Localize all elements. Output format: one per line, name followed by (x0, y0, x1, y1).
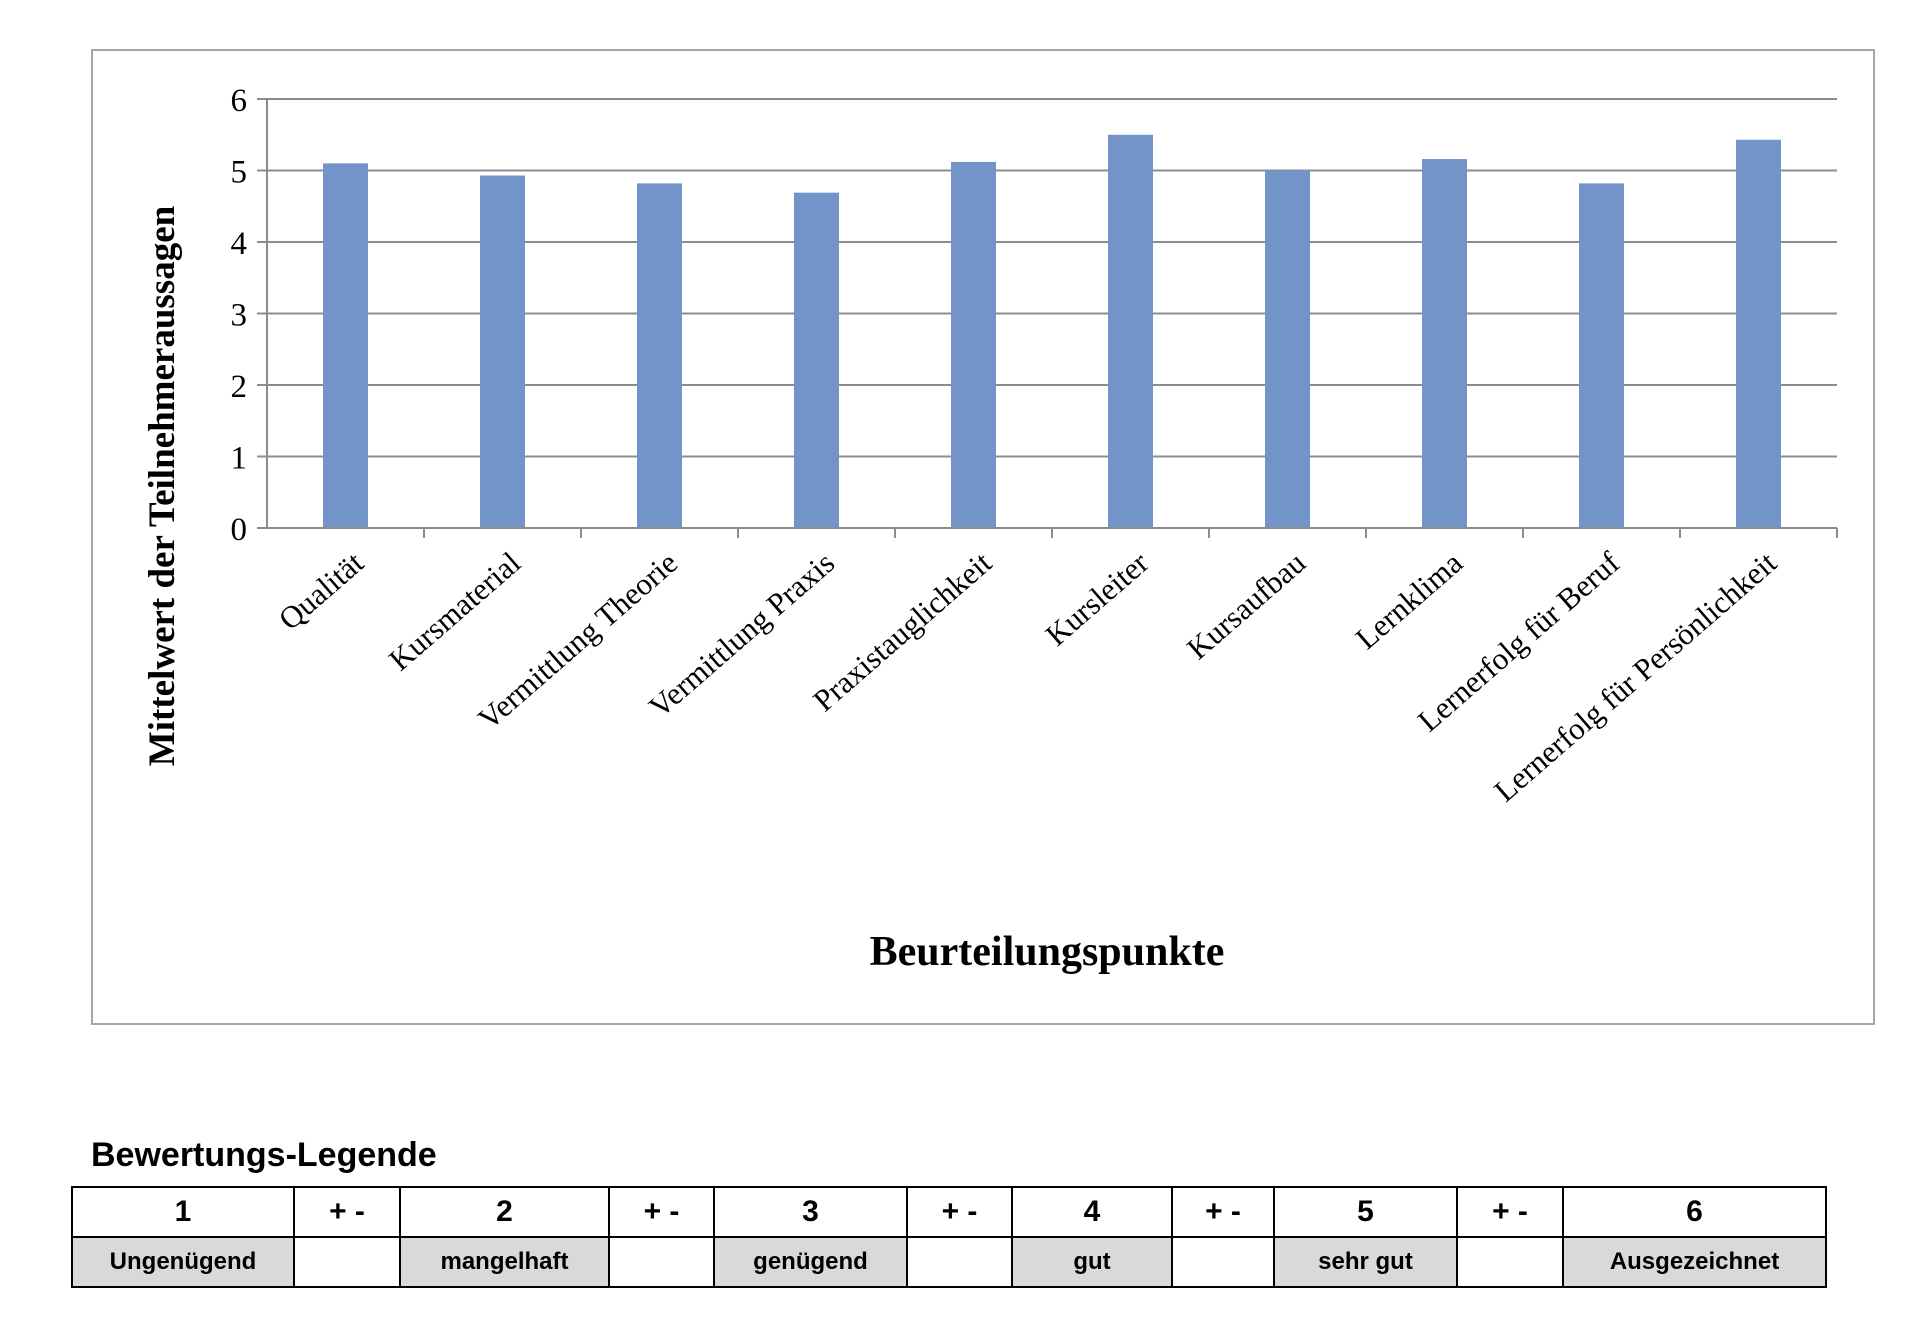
grade-label-cell: Ausgezeichnet (1562, 1236, 1827, 1288)
grade-cell: + - (906, 1186, 1013, 1238)
grade-cell: 5 (1273, 1186, 1458, 1238)
rating-legend-table: 1 + -2 + -3 + -4 + -5 + -6 Ungenügend mangelha… (71, 1186, 1827, 1288)
bar (1265, 170, 1310, 528)
grade-cell: 3 (713, 1186, 908, 1238)
grade-cell: 4 (1011, 1186, 1173, 1238)
x-tick-label: Lernerfolg für Persönlichkeit (1487, 545, 1783, 809)
grade-cell: 6 (1562, 1186, 1827, 1238)
grade-cell: + - (293, 1186, 401, 1238)
grade-cell: + - (608, 1186, 715, 1238)
gridlines (267, 98, 1837, 458)
x-tick-label: Kursleiter (1039, 544, 1156, 652)
chart-frame: 0 1 2 3 4 5 6 Qualität Kursmaterial Vermittlung … (91, 49, 1875, 1025)
bar (637, 183, 682, 528)
grade-label-cell: mangelhaft (399, 1236, 610, 1288)
x-tick-label: Lernklima (1349, 545, 1470, 656)
bar (1736, 139, 1781, 528)
y-tick-label: 1 (231, 441, 248, 477)
grade-cell: + - (1171, 1186, 1275, 1238)
grade-label-cell (1171, 1236, 1275, 1288)
grade-label-cell: gut (1011, 1236, 1173, 1288)
y-tick-label: 5 (231, 155, 248, 191)
bar (1422, 159, 1467, 528)
axes (257, 98, 1838, 538)
x-tick-label: Kursaufbau (1180, 545, 1312, 666)
bar (323, 163, 368, 528)
grade-cell: 1 (71, 1186, 295, 1238)
grade-label-cell (1456, 1236, 1564, 1288)
y-tick-labels: 0 1 2 3 4 5 6 (231, 83, 248, 548)
grade-cell: + - (1456, 1186, 1564, 1238)
grade-label-cell: sehr gut (1273, 1236, 1458, 1288)
y-tick-label: 3 (231, 298, 248, 334)
bar (951, 161, 996, 529)
grade-label-cell (906, 1236, 1013, 1288)
grade-label-cell (293, 1236, 401, 1288)
grade-cell: 2 (399, 1186, 610, 1238)
grade-label-cell (608, 1236, 715, 1288)
bar (1579, 183, 1624, 528)
y-tick-label: 4 (231, 226, 248, 262)
y-tick-label: 6 (231, 83, 248, 119)
y-axis-title: Mittelwert der Teilnehmeraussagen (142, 205, 183, 766)
bar-chart: 0 1 2 3 4 5 6 Qualität KursmaterialVermittlung … (142, 83, 1838, 975)
bar (480, 175, 525, 528)
grade-label-cell: Ungenügend (71, 1236, 295, 1288)
grade-label-row: Ungenügend mangelhaft genügend gut sehr gut A… (71, 1236, 1827, 1288)
grade-row: 1 + -2 + -3 + -4 + -5 + -6 (71, 1186, 1827, 1238)
x-tick-label: Kursmaterial (382, 545, 527, 678)
bar (794, 192, 839, 529)
legend-title: Bewertungs-Legende (91, 1136, 437, 1174)
y-tick-label: 0 (231, 512, 248, 548)
x-axis-title: Beurteilungspunkte (870, 929, 1225, 975)
bars (323, 134, 1781, 529)
x-tick-label: Qualität (272, 545, 371, 637)
grade-label-cell: genügend (713, 1236, 908, 1288)
bar (1108, 134, 1153, 528)
y-tick-label: 2 (231, 369, 248, 405)
